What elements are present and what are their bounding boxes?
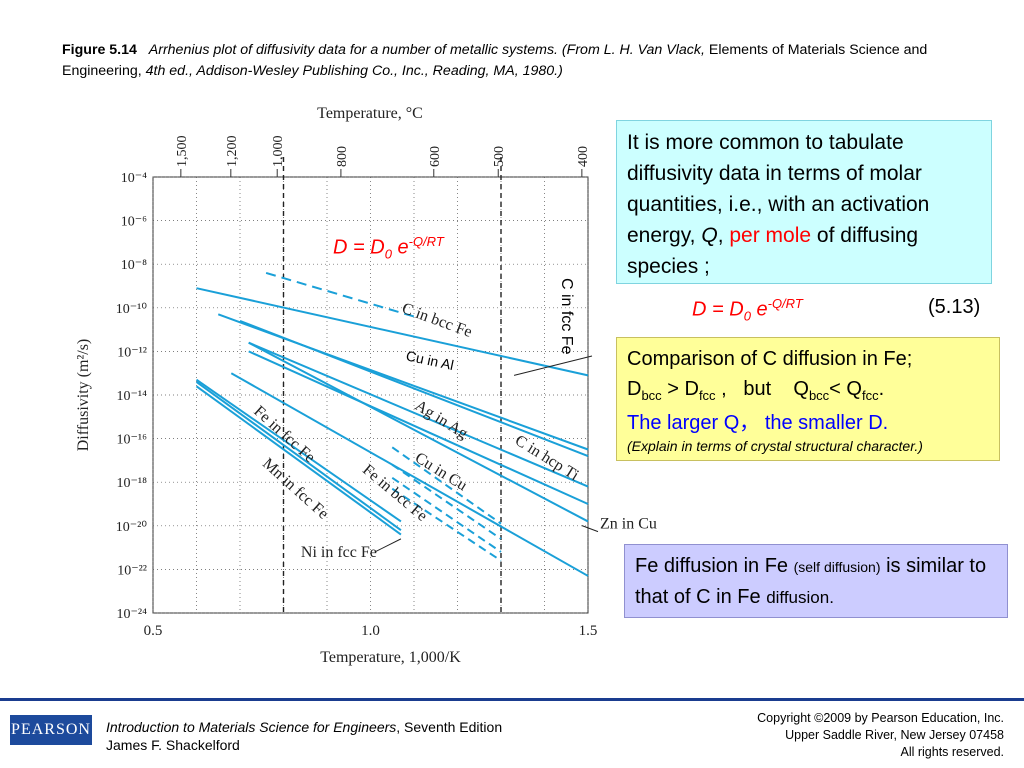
chart-grid xyxy=(152,157,589,614)
series-line xyxy=(239,319,589,457)
series-line xyxy=(265,271,415,318)
box1-q: Q xyxy=(701,224,718,247)
note-box-molar: It is more common to tabulate diffusivit… xyxy=(616,120,992,284)
x-tick-label: 1.0 xyxy=(361,623,380,639)
copyright-line-2: Upper Saddle River, New Jersey 07458 xyxy=(785,728,1004,742)
x-axis-title: Temperature, 1,000/K xyxy=(320,649,461,666)
top-axis-title: Temperature, °C xyxy=(317,105,423,122)
box3-text-1: Fe diffusion in Fe xyxy=(635,555,789,577)
series-line xyxy=(248,341,589,523)
series-label: Fe in bcc Fe xyxy=(359,461,430,525)
caption-book: Elements of Materials Science and Engine… xyxy=(62,42,928,79)
y-tick-label: 10⁻²⁴ xyxy=(117,607,148,622)
book-edition: , Seventh Edition xyxy=(396,719,503,735)
arrow-zn xyxy=(581,525,599,533)
series-dashed-extension xyxy=(391,477,502,553)
footer-book-info: Introduction to Materials Science for En… xyxy=(106,718,502,754)
series-label-c-fcc: C in fcc Fe xyxy=(558,278,575,355)
arrow-ni xyxy=(374,538,402,553)
copyright-line-1: Copyright ©2009 by Pearson Education, In… xyxy=(757,711,1004,725)
y-axis-title: Diffusivity (m²/s) xyxy=(75,339,92,452)
x-tick-label: 0.5 xyxy=(144,623,163,639)
top-tick-label: 1,500 xyxy=(175,136,190,168)
series-dashed-extension xyxy=(391,463,502,540)
figure-caption: Figure 5.14 Arrhenius plot of diffusivit… xyxy=(62,40,962,82)
equation-513: D = D0 e-Q/RT xyxy=(692,296,803,324)
series-label: C in bcc Fe xyxy=(400,300,475,341)
series-label: Fe in fcc Fe xyxy=(250,403,318,466)
series-line xyxy=(195,385,402,536)
series-line xyxy=(230,372,589,577)
series-line xyxy=(195,381,402,531)
y-tick-label: 10⁻¹⁶ xyxy=(117,433,148,448)
y-tick-label: 10⁻⁶ xyxy=(121,215,147,230)
x-tick-label: 1.5 xyxy=(579,623,598,639)
top-tick-label: 1,200 xyxy=(225,136,240,167)
y-tick-label: 10⁻²² xyxy=(117,563,147,578)
equation-number: (5.13) xyxy=(928,296,981,318)
y-tick-label: 10⁻¹⁰ xyxy=(116,302,148,317)
box3-diffusion: diffusion. xyxy=(766,588,834,607)
copyright-line-3: All rights reserved. xyxy=(900,745,1004,759)
series-line xyxy=(248,350,589,505)
chart-series xyxy=(195,271,589,577)
chart-text: 10⁻⁴ 10⁻⁶ 10⁻⁸ 10⁻¹⁰ 10⁻¹² 10⁻¹⁴ 10⁻¹⁶ 10⁻¹⁸ 10⁻… xyxy=(75,105,657,666)
box2-line-1: Comparison of C diffusion in Fe; xyxy=(627,348,913,370)
y-tick-label: 10⁻⁸ xyxy=(121,258,147,273)
y-tick-label: 10⁻¹⁸ xyxy=(117,476,148,491)
top-tick-label: 400 xyxy=(576,146,591,167)
chart-formula: D = D0 e-Q/RT xyxy=(333,234,444,262)
series-dashed-extension xyxy=(391,487,502,562)
box2-line-2: Dbcc > Dfcc , but Qbcc< Qfcc. xyxy=(627,378,885,403)
arrhenius-chart: 10⁻⁴ 10⁻⁶ 10⁻⁸ 10⁻¹⁰ 10⁻¹² 10⁻¹⁴ 10⁻¹⁶ 10⁻¹⁸ 10⁻… xyxy=(75,105,657,666)
y-tick-label: 10⁻²⁰ xyxy=(116,520,148,535)
box1-per-mole: per mole xyxy=(729,224,812,247)
series-label: Cu in Cu xyxy=(412,449,470,494)
top-tick-label: 500 xyxy=(492,146,507,167)
pearson-logo: PEARSON xyxy=(10,715,92,745)
note-box-self-diffusion: Fe diffusion in Fe (self diffusion) is s… xyxy=(624,544,1008,618)
y-tick-label: 10⁻¹² xyxy=(117,345,147,360)
box1-text-1: It is more common to tabulate diffusivit… xyxy=(627,131,930,247)
footer-divider xyxy=(0,698,1024,701)
book-author: James F. Shackelford xyxy=(106,737,240,753)
book-title: Introduction to Materials Science for En… xyxy=(106,719,397,735)
top-tick-label: 600 xyxy=(428,146,443,167)
caption-italic-1: Arrhenius plot of diffusivity data for a… xyxy=(148,42,705,58)
top-tick-label: 800 xyxy=(335,146,350,167)
footer-copyright: Copyright ©2009 by Pearson Education, In… xyxy=(757,710,1004,761)
series-line xyxy=(196,287,589,377)
note-box-comparison: Comparison of C diffusion in Fe; Dbcc > … xyxy=(616,337,1000,461)
box2-line-4: (Explain in terms of crystal structural … xyxy=(627,438,923,454)
y-tick-label: 10⁻⁴ xyxy=(121,171,147,186)
series-label-cu-al: Cu in Al xyxy=(405,347,456,373)
box3-self: (self diffusion) xyxy=(793,559,881,575)
top-tick-label: 1,000 xyxy=(271,136,286,168)
caption-italic-2: 4th ed., Addison-Wesley Publishing Co., … xyxy=(145,63,563,79)
series-label-zn: Zn in Cu xyxy=(600,516,657,533)
figure-label: Figure 5.14 xyxy=(62,42,137,58)
box2-line-3: The larger Q， the smaller D. xyxy=(627,412,889,434)
box3-text-2: is similar to that of C in Fe xyxy=(635,555,987,608)
series-line xyxy=(248,341,589,488)
box1-comma: , xyxy=(717,224,724,247)
series-label-ni: Ni in fcc Fe xyxy=(301,544,377,561)
series-line xyxy=(195,378,402,523)
arrow-c-fcc xyxy=(513,355,593,376)
series-dashed-extension xyxy=(391,446,502,525)
box1-text-2: of diffusing species ; xyxy=(627,224,919,278)
y-tick-label: 10⁻¹⁴ xyxy=(117,389,148,404)
